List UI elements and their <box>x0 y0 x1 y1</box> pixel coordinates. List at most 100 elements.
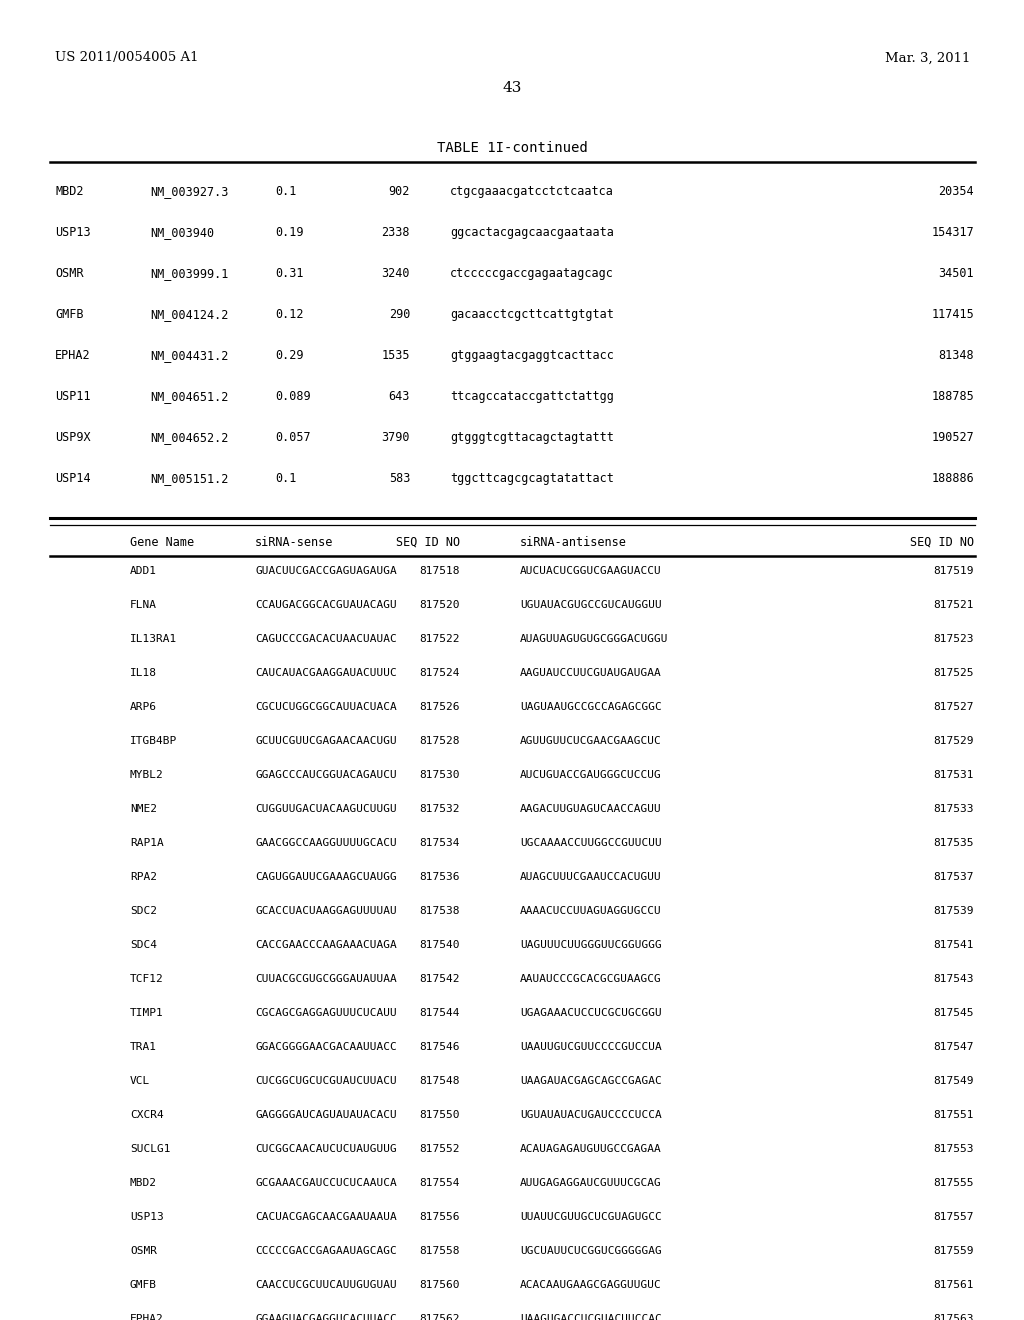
Text: 817534: 817534 <box>420 838 460 847</box>
Text: USP13: USP13 <box>130 1212 164 1222</box>
Text: CGCAGCGAGGAGUUUCUCAUU: CGCAGCGAGGAGUUUCUCAUU <box>255 1008 396 1018</box>
Text: 817533: 817533 <box>934 804 974 814</box>
Text: AAAACUCCUUAGUAGGUGCCU: AAAACUCCUUAGUAGGUGCCU <box>520 906 662 916</box>
Text: 817532: 817532 <box>420 804 460 814</box>
Text: 817531: 817531 <box>934 770 974 780</box>
Text: MYBL2: MYBL2 <box>130 770 164 780</box>
Text: 817547: 817547 <box>934 1041 974 1052</box>
Text: 817527: 817527 <box>934 702 974 711</box>
Text: MBD2: MBD2 <box>130 1177 157 1188</box>
Text: 817525: 817525 <box>934 668 974 678</box>
Text: 817529: 817529 <box>934 737 974 746</box>
Text: AGUUGUUCUCGAACGAAGCUC: AGUUGUUCUCGAACGAAGCUC <box>520 737 662 746</box>
Text: OSMR: OSMR <box>55 267 84 280</box>
Text: 817549: 817549 <box>934 1076 974 1086</box>
Text: 817535: 817535 <box>934 838 974 847</box>
Text: USP9X: USP9X <box>55 432 91 444</box>
Text: Gene Name: Gene Name <box>130 536 195 549</box>
Text: tggcttcagcgcagtatattact: tggcttcagcgcagtatattact <box>450 473 613 484</box>
Text: GCACCUACUAAGGAGUUUUAU: GCACCUACUAAGGAGUUUUAU <box>255 906 396 916</box>
Text: 188886: 188886 <box>931 473 974 484</box>
Text: 902: 902 <box>389 185 410 198</box>
Text: 817555: 817555 <box>934 1177 974 1188</box>
Text: ITGB4BP: ITGB4BP <box>130 737 177 746</box>
Text: 817519: 817519 <box>934 566 974 576</box>
Text: 817551: 817551 <box>934 1110 974 1119</box>
Text: USP11: USP11 <box>55 389 91 403</box>
Text: GGAAGUACGAGGUCACUUACC: GGAAGUACGAGGUCACUUACC <box>255 1313 396 1320</box>
Text: 117415: 117415 <box>931 308 974 321</box>
Text: SDC2: SDC2 <box>130 906 157 916</box>
Text: TABLE 1I-continued: TABLE 1I-continued <box>436 141 588 154</box>
Text: 0.1: 0.1 <box>275 185 296 198</box>
Text: CUCGGCAACAUCUCUAUGUUG: CUCGGCAACAUCUCUAUGUUG <box>255 1144 396 1154</box>
Text: 817563: 817563 <box>934 1313 974 1320</box>
Text: 817538: 817538 <box>420 906 460 916</box>
Text: SUCLG1: SUCLG1 <box>130 1144 171 1154</box>
Text: 0.057: 0.057 <box>275 432 310 444</box>
Text: FLNA: FLNA <box>130 601 157 610</box>
Text: NM_004652.2: NM_004652.2 <box>150 432 228 444</box>
Text: GGACGGGGAACGACAAUUACC: GGACGGGGAACGACAAUUACC <box>255 1041 396 1052</box>
Text: 817560: 817560 <box>420 1280 460 1290</box>
Text: SDC4: SDC4 <box>130 940 157 950</box>
Text: VCL: VCL <box>130 1076 151 1086</box>
Text: SEQ ID NO: SEQ ID NO <box>910 536 974 549</box>
Text: 2338: 2338 <box>382 226 410 239</box>
Text: CAGUCCCGACACUAACUAUAC: CAGUCCCGACACUAACUAUAC <box>255 634 396 644</box>
Text: UAAGUGACCUCGUACUUCCAC: UAAGUGACCUCGUACUUCCAC <box>520 1313 662 1320</box>
Text: ggcactacgagcaacgaataata: ggcactacgagcaacgaataata <box>450 226 613 239</box>
Text: CAGUGGAUUCGAAAGCUAUGG: CAGUGGAUUCGAAAGCUAUGG <box>255 873 396 882</box>
Text: 817541: 817541 <box>934 940 974 950</box>
Text: AUAGCUUUCGAAUCCACUGUU: AUAGCUUUCGAAUCCACUGUU <box>520 873 662 882</box>
Text: UGCUAUUCUCGGUCGGGGGAG: UGCUAUUCUCGGUCGGGGGAG <box>520 1246 662 1257</box>
Text: GCUUCGUUCGAGAACAACUGU: GCUUCGUUCGAGAACAACUGU <box>255 737 396 746</box>
Text: 817540: 817540 <box>420 940 460 950</box>
Text: UAAGAUACGAGCAGCCGAGAC: UAAGAUACGAGCAGCCGAGAC <box>520 1076 662 1086</box>
Text: 817557: 817557 <box>934 1212 974 1222</box>
Text: UAGUUUCUUGGGUUCGGUGGG: UAGUUUCUUGGGUUCGGUGGG <box>520 940 662 950</box>
Text: UAGUAAUGCCGCCAGAGCGGC: UAGUAAUGCCGCCAGAGCGGC <box>520 702 662 711</box>
Text: AUUGAGAGGAUCGUUUCGCAG: AUUGAGAGGAUCGUUUCGCAG <box>520 1177 662 1188</box>
Text: CCCCCGACCGAGAAUAGCAGC: CCCCCGACCGAGAAUAGCAGC <box>255 1246 396 1257</box>
Text: 817562: 817562 <box>420 1313 460 1320</box>
Text: 817518: 817518 <box>420 566 460 576</box>
Text: 43: 43 <box>503 81 521 95</box>
Text: GCGAAACGAUCCUCUCAAUCA: GCGAAACGAUCCUCUCAAUCA <box>255 1177 396 1188</box>
Text: USP14: USP14 <box>55 473 91 484</box>
Text: 81348: 81348 <box>938 348 974 362</box>
Text: 817542: 817542 <box>420 974 460 983</box>
Text: GAACGGCCAAGGUUUUGCACU: GAACGGCCAAGGUUUUGCACU <box>255 838 396 847</box>
Text: siRNA-sense: siRNA-sense <box>255 536 334 549</box>
Text: NM_005151.2: NM_005151.2 <box>150 473 228 484</box>
Text: NM_004651.2: NM_004651.2 <box>150 389 228 403</box>
Text: 817559: 817559 <box>934 1246 974 1257</box>
Text: AUCUACUCGGUCGAAGUACCU: AUCUACUCGGUCGAAGUACCU <box>520 566 662 576</box>
Text: GAGGGGAUCAGUAUAUACACU: GAGGGGAUCAGUAUAUACACU <box>255 1110 396 1119</box>
Text: ctgcgaaacgatcctctcaatca: ctgcgaaacgatcctctcaatca <box>450 185 613 198</box>
Text: TCF12: TCF12 <box>130 974 164 983</box>
Text: Mar. 3, 2011: Mar. 3, 2011 <box>885 51 970 65</box>
Text: 817544: 817544 <box>420 1008 460 1018</box>
Text: UGUAUAUACUGAUCCCCUCCA: UGUAUAUACUGAUCCCCUCCA <box>520 1110 662 1119</box>
Text: 817548: 817548 <box>420 1076 460 1086</box>
Text: UAAUUGUCGUUCCCCGUCCUA: UAAUUGUCGUUCCCCGUCCUA <box>520 1041 662 1052</box>
Text: US 2011/0054005 A1: US 2011/0054005 A1 <box>55 51 199 65</box>
Text: 34501: 34501 <box>938 267 974 280</box>
Text: 817528: 817528 <box>420 737 460 746</box>
Text: 0.089: 0.089 <box>275 389 310 403</box>
Text: UUAUUCGUUGCUCGUAGUGCC: UUAUUCGUUGCUCGUAGUGCC <box>520 1212 662 1222</box>
Text: GMFB: GMFB <box>55 308 84 321</box>
Text: NM_004124.2: NM_004124.2 <box>150 308 228 321</box>
Text: ACAUAGAGAUGUUGCCGAGAA: ACAUAGAGAUGUUGCCGAGAA <box>520 1144 662 1154</box>
Text: EPHA2: EPHA2 <box>130 1313 164 1320</box>
Text: USP13: USP13 <box>55 226 91 239</box>
Text: 817521: 817521 <box>934 601 974 610</box>
Text: ttcagccataccgattctattgg: ttcagccataccgattctattgg <box>450 389 613 403</box>
Text: 0.31: 0.31 <box>275 267 303 280</box>
Text: AAGUAUCCUUCGUAUGAUGAA: AAGUAUCCUUCGUAUGAUGAA <box>520 668 662 678</box>
Text: 643: 643 <box>389 389 410 403</box>
Text: OSMR: OSMR <box>130 1246 157 1257</box>
Text: 190527: 190527 <box>931 432 974 444</box>
Text: 817524: 817524 <box>420 668 460 678</box>
